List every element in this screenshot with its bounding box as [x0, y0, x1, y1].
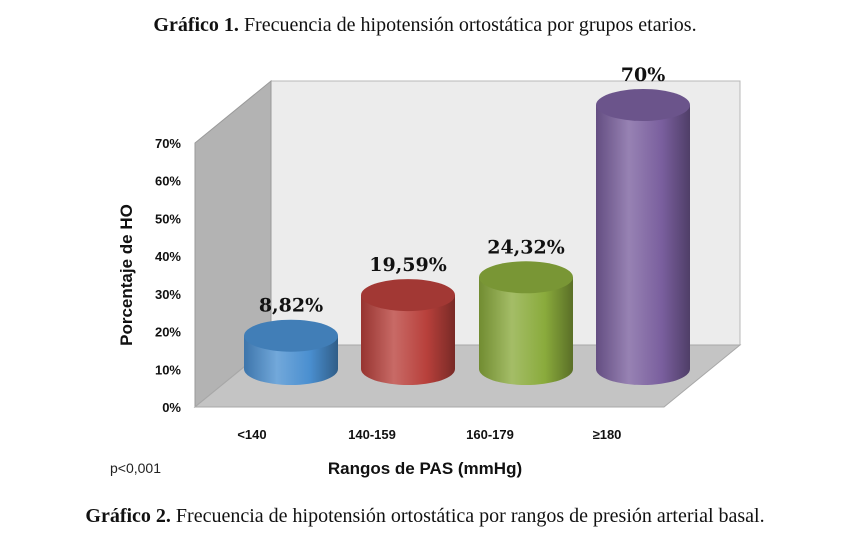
- y-tick-label: 40%: [155, 249, 181, 264]
- y-tick-label: 10%: [155, 362, 181, 377]
- data-label: 24,32%: [487, 236, 565, 258]
- bar-2: [361, 279, 455, 385]
- y-axis-label: Porcentaje de HO: [117, 204, 136, 346]
- caption-top-label: Gráfico 1.: [153, 14, 239, 36]
- caption-bottom-label: Gráfico 2.: [85, 505, 171, 527]
- x-tick-label: 160-179: [466, 427, 514, 442]
- caption-bottom: Gráfico 2. Frecuencia de hipotensión ort…: [0, 505, 850, 528]
- chart: 0% 10% 20% 30% 40% 50% 60% 70% Porcentaje de HO R…: [117, 64, 742, 478]
- bar-body: [479, 277, 573, 385]
- bar-body: [361, 295, 455, 385]
- x-tick-label: ≥180: [593, 427, 622, 442]
- y-tick-label: 20%: [155, 325, 181, 340]
- caption-top: Gráfico 1. Frecuencia de hipotensión ort…: [0, 14, 850, 37]
- bar-top: [596, 89, 690, 121]
- x-tick-label: 140-159: [348, 427, 396, 442]
- y-tick-label: 50%: [155, 211, 181, 226]
- caption-top-text: Frecuencia de hipotensión ortostática po…: [238, 14, 697, 36]
- x-axis-label: Rangos de PAS (mmHg): [328, 459, 522, 478]
- bar-1: [244, 319, 338, 385]
- x-tick-label: <140: [237, 427, 266, 442]
- p-value-note: p<0,001: [110, 460, 161, 476]
- bar-4: [596, 89, 690, 385]
- bar-top: [479, 261, 573, 294]
- bar-3: [479, 261, 573, 385]
- y-tick-label: 70%: [155, 136, 181, 151]
- bar-top: [361, 279, 455, 312]
- bar-top: [244, 319, 338, 352]
- bar-body: [596, 105, 690, 385]
- data-label: 70%: [621, 64, 666, 86]
- y-tick-label: 60%: [155, 174, 181, 189]
- y-tick-label: 0%: [162, 400, 181, 415]
- data-label: 8,82%: [259, 295, 323, 317]
- caption-bottom-text: Frecuencia de hipotensión ortostática po…: [170, 505, 765, 527]
- data-label: 19,59%: [369, 254, 447, 276]
- y-tick-label: 30%: [155, 287, 181, 302]
